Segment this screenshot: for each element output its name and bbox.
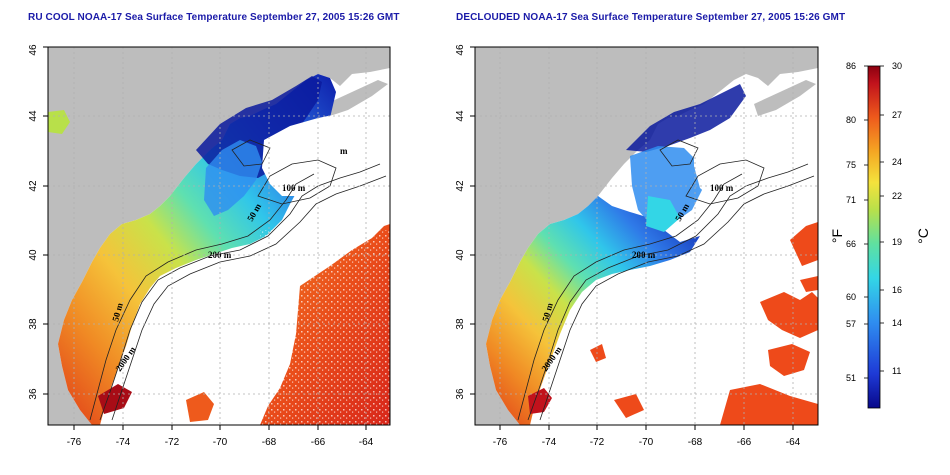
colorbar-gradient xyxy=(867,65,881,409)
right-x-tick-label: -64 xyxy=(786,437,801,448)
left-map-island xyxy=(326,80,388,116)
colorbar-c-label: 19 xyxy=(892,237,902,247)
right-sst-map: 100 m 50 m 200 m 50 m 2000 m xyxy=(475,47,818,425)
left-x-tick-label: -72 xyxy=(165,437,180,448)
left-y-tick-label: 42 xyxy=(28,180,39,192)
left-contour-label-50m-south: 50 m xyxy=(110,301,125,322)
left-map-land xyxy=(48,47,390,425)
right-x-tick-label: -76 xyxy=(493,437,508,448)
colorbar-c-label: 22 xyxy=(892,191,902,201)
left-x-tick-label: -68 xyxy=(262,437,277,448)
right-x-tick-label: -68 xyxy=(688,437,703,448)
left-y-tick-label: 44 xyxy=(28,110,39,122)
left-map-cloud-gap xyxy=(262,114,356,196)
left-contour-label-100m: 100 m xyxy=(282,183,306,193)
right-x-tick-label: -72 xyxy=(590,437,605,448)
right-x-tick-label: -66 xyxy=(737,437,752,448)
left-x-tick-label: -66 xyxy=(311,437,326,448)
colorbar-f-label: 86 xyxy=(846,61,856,71)
right-x-tick-label: -70 xyxy=(639,437,654,448)
left-y-tick-label: 36 xyxy=(28,388,39,400)
left-map-gridlines xyxy=(48,47,390,425)
colorbar-c-label: 27 xyxy=(892,110,902,120)
right-contour-label-100m: 100 m xyxy=(710,183,734,193)
right-x-axis: -76 -74 -72 -70 -68 -66 -64 xyxy=(493,425,801,448)
right-y-tick-label: 46 xyxy=(455,44,466,56)
right-y-axis: 36 38 40 42 44 46 xyxy=(455,44,475,400)
right-map-shelf-sst xyxy=(486,196,700,425)
left-map-southern-hot xyxy=(98,384,132,414)
left-y-tick-label: 46 xyxy=(28,44,39,56)
left-x-tick-label: -74 xyxy=(116,437,131,448)
right-map-island xyxy=(754,80,816,116)
left-y-tick-label: 40 xyxy=(28,249,39,261)
colorbar-f-label: 71 xyxy=(846,195,856,205)
sst-colorbar: 86 80 75 71 66 60 57 51 30 27 24 22 19 1… xyxy=(829,61,931,409)
left-map-cool-patch xyxy=(204,140,262,216)
right-map-bathymetry-contours xyxy=(517,139,815,421)
left-y-axis: 36 38 40 42 44 46 xyxy=(28,44,48,400)
right-map-land xyxy=(475,47,818,425)
left-sst-map: 100 m 50 m 200 m 50 m 2000 m m xyxy=(48,47,390,425)
left-contour-label-m: m xyxy=(340,146,348,156)
left-panel-title: RU COOL NOAA-17 Sea Surface Temperature … xyxy=(28,12,400,23)
right-y-tick-label: 38 xyxy=(455,318,466,330)
right-x-tick-label: -74 xyxy=(542,437,557,448)
colorbar-unit-fahrenheit: °F xyxy=(829,229,845,243)
left-y-tick-label: 38 xyxy=(28,318,39,330)
right-map-southern-hot xyxy=(528,388,552,414)
left-x-axis: -76 -74 -72 -70 -68 -66 -64 xyxy=(67,425,374,448)
colorbar-f-label: 75 xyxy=(846,160,856,170)
colorbar-unit-celsius: °C xyxy=(915,228,931,244)
right-contour-label-50m-south: 50 m xyxy=(540,301,555,322)
colorbar-c-label: 11 xyxy=(892,366,901,376)
colorbar-c-label: 24 xyxy=(892,157,902,167)
right-y-tick-label: 42 xyxy=(455,180,466,192)
right-panel-title: DECLOUDED NOAA-17 Sea Surface Temperatur… xyxy=(456,12,846,23)
colorbar-f-label: 60 xyxy=(846,292,856,302)
left-map-cloud-speckle xyxy=(260,230,390,425)
right-y-tick-label: 44 xyxy=(455,110,466,122)
right-map-cyan-patch xyxy=(646,196,680,232)
right-y-tick-label: 36 xyxy=(455,388,466,400)
colorbar-f-label: 66 xyxy=(846,239,856,249)
right-map-gridlines xyxy=(475,47,818,425)
colorbar-c-label: 16 xyxy=(892,285,902,295)
left-x-tick-label: -70 xyxy=(213,437,228,448)
right-y-tick-label: 40 xyxy=(455,249,466,261)
colorbar-c-label: 30 xyxy=(892,61,902,71)
left-x-tick-label: -76 xyxy=(67,437,82,448)
left-x-tick-label: -64 xyxy=(359,437,374,448)
left-map-frame xyxy=(47,46,391,426)
colorbar-f-label: 51 xyxy=(846,373,856,383)
colorbar-f-label: 80 xyxy=(846,115,856,125)
left-map-small-warm-patch xyxy=(186,392,214,422)
colorbar-c-label: 14 xyxy=(892,318,902,328)
right-map-cold-patch xyxy=(626,84,746,152)
right-contour-label-200m: 200 m xyxy=(632,250,656,260)
colorbar-f-label: 57 xyxy=(846,319,856,329)
